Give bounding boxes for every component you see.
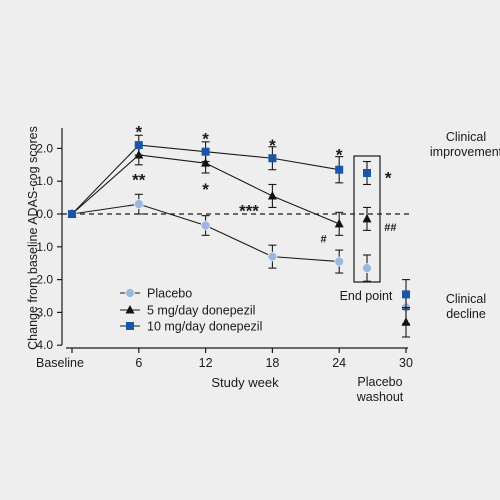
marker-10mg [268,154,277,163]
significance-mark: *** [239,201,259,220]
x-axis-label: Study week [211,375,279,390]
significance-mark: * [269,136,276,155]
marker-placebo [362,263,372,274]
legend-label: Placebo [147,287,192,301]
marker-5mg [125,305,135,314]
legend-entry: Placebo [120,287,192,301]
y-axis-label: Change from baseline ADAS-cog scores [26,126,40,350]
marker-10mg [201,147,210,156]
marker-5mg [267,190,277,200]
annotations: Clinical improvement Clinical decline End po… [132,123,500,404]
significance-mark: ** [132,170,146,189]
y-tick-label: -1.0 [32,174,53,188]
marker-placebo [334,256,345,267]
placebo-washout-label: Placebo washout [356,375,404,404]
y-tick-label: 2.0 [36,273,53,287]
y-tick-label: 3.0 [36,305,53,319]
data-series [67,134,411,338]
marker-placebo [125,288,135,298]
marker-5mg [362,213,372,223]
significance-mark: * [135,123,142,142]
x-tick-label: 30 [399,356,413,370]
legend-label: 5 mg/day donepezil [147,304,255,318]
marker-5mg [201,158,211,167]
x-tick-label: 18 [265,356,279,370]
significance-mark: * [336,146,343,165]
clinical-improvement-label: Clinical improvement [430,130,500,159]
x-tick-label: Baseline [36,356,84,370]
significance-mark: * [202,180,209,199]
end-point-box [353,155,381,283]
x-tick-label: 24 [332,356,346,370]
significance-mark: * [202,129,209,148]
marker-10mg [402,290,410,299]
legend-entry: 10 mg/day donepezil [120,320,262,334]
series-10mg [68,134,410,310]
marker-5mg [401,317,411,326]
y-tick-label: 1.0 [36,240,53,254]
legend-label: 10 mg/day donepezil [147,320,262,334]
marker-5mg [334,218,344,228]
y-tick-label: 0.0 [36,207,53,221]
x-tick-label: 12 [199,356,213,370]
end-point-rect [353,155,381,283]
marker-10mg [335,165,344,174]
marker-10mg [68,210,76,218]
legend-entry: 5 mg/day donepezil [120,304,255,318]
legend: Placebo 5 mg/day donepezil 10 mg/day donep… [120,287,262,334]
significance-mark: ## [384,222,396,234]
marker-10mg [134,141,143,150]
marker-10mg [363,169,371,177]
marker-10mg [126,322,134,330]
marker-placebo [200,220,211,231]
y-tick-label: 4.0 [36,338,53,352]
marker-placebo [267,251,278,262]
significance-mark: # [321,234,327,246]
marker-placebo [133,199,144,210]
significance-mark: * [385,169,392,188]
x-tick-label: 6 [135,356,142,370]
y-tick-label: -2.0 [32,141,53,155]
clinical-decline-label: Clinical decline [446,292,486,321]
axes: -2.0 -1.0 0.0 1.0 2.0 3.0 4.0 Baseline 6 12 18 24 30 [32,128,413,370]
end-point-label: End point [340,289,393,303]
